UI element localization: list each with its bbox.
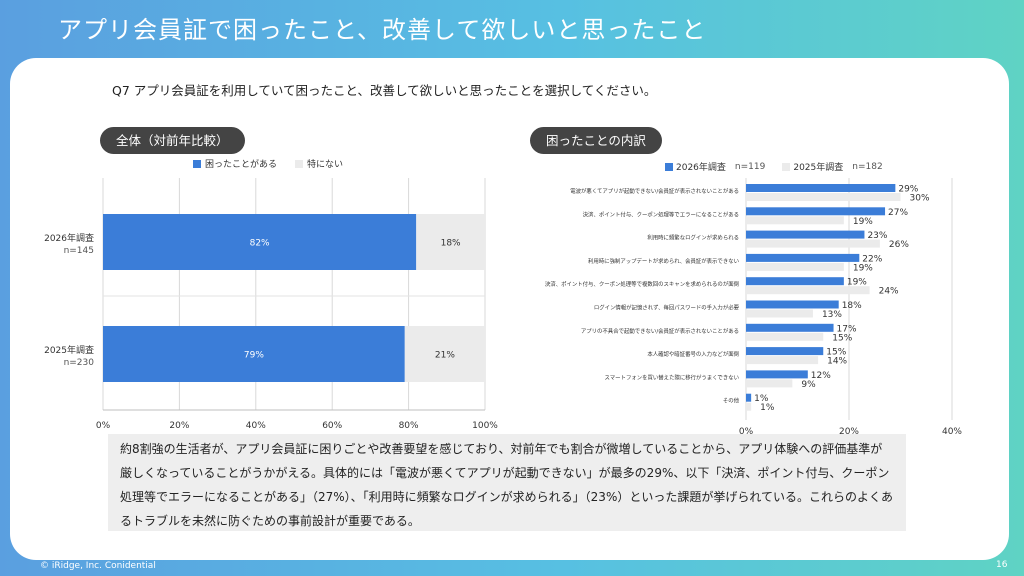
legend-label-troubled: 困ったことがある [205,160,278,170]
legend-swatch-2025 [782,162,791,171]
legend-label-none: 特にない [307,160,344,170]
legend-n-2026: n=119 [734,161,766,172]
x-tick-label: 40% [246,421,266,431]
category-label: 2026年調査 [44,232,94,244]
data-label: 82% [250,239,270,249]
data-label: 18% [441,239,461,249]
bar-segment [103,214,417,270]
legend-label-2025: 2025年調査 [793,163,844,173]
bar-segment [416,214,485,270]
category-label: 2025年調査 [44,344,94,356]
x-tick-label: 0% [96,421,111,431]
overall-pill: 全体（対前年比較） [100,127,245,154]
question-text: Q7 アプリ会員証を利用していて困ったこと、改善して欲しいと思ったことを選択して… [112,83,657,98]
category-sample-size: n=145 [64,246,94,256]
footer-copyright: © iRidge, Inc. Conidential [40,561,156,571]
x-tick-label: 20% [169,421,189,431]
category-sample-size: n=230 [64,358,95,368]
breakdown-legend: 2026年調査 n=119 2025年調査 n=182 [665,160,883,173]
x-tick-label: 80% [399,421,419,431]
data-label: 21% [435,351,455,361]
bar-segment [404,326,485,382]
x-tick-label: 60% [322,421,342,431]
legend-n-2025: n=182 [852,161,883,172]
legend-swatch-2026 [665,162,673,171]
page-number: 16 [996,560,1008,570]
x-tick-label: 100% [472,421,498,431]
data-label: 79% [244,351,264,361]
bar-segment [103,326,405,382]
legend-swatch-troubled [193,159,201,168]
breakdown-pill: 困ったことの内訳 [530,127,662,154]
page-title: アプリ会員証で困ったこと、改善して欲しいと思ったこと [58,16,707,44]
legend-label-2026: 2026年調査 [676,163,726,173]
legend-swatch-none [295,159,304,168]
overall-legend: 困ったことがある 特にない [193,157,343,170]
summary-note: 約8割強の生活者が、アプリ会員証に困りごとや改善要望を感じており、対前年でも割合… [108,434,906,531]
